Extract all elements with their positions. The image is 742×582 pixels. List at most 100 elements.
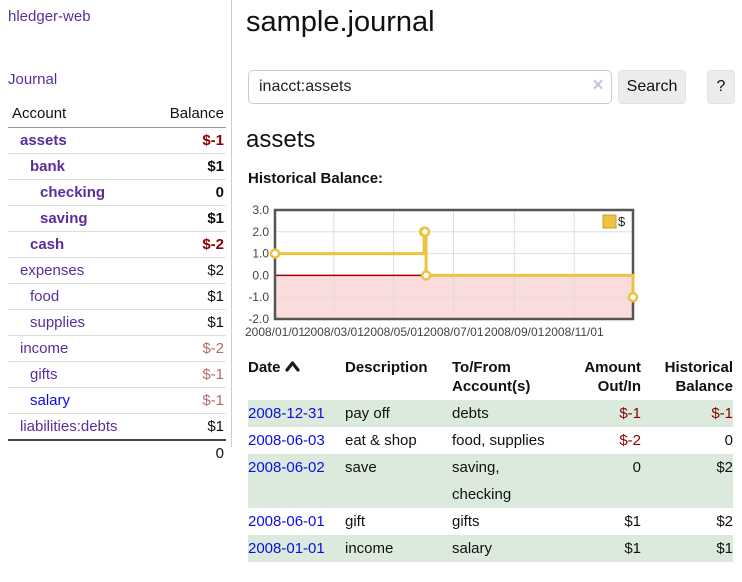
account-row: income $-2 xyxy=(8,335,226,362)
transaction-description: eat & shop xyxy=(345,432,417,449)
account-row: food $1 xyxy=(8,283,226,310)
transaction-description: pay off xyxy=(345,405,390,422)
transaction-accounts: food, supplies xyxy=(452,432,545,449)
account-balance: $-1 xyxy=(202,366,224,383)
account-balance: $-2 xyxy=(202,236,224,253)
y-axis-tick-label: 2.0 xyxy=(252,225,269,239)
register-table: Date Description To/From Account(s) Amount Ou… xyxy=(248,358,733,562)
account-link-bank[interactable]: bank xyxy=(30,158,66,175)
transaction-description: gift xyxy=(345,513,366,530)
account-link-cash[interactable]: cash xyxy=(30,236,65,253)
account-row: assets $-1 xyxy=(8,128,226,154)
account-balance: $-2 xyxy=(202,340,224,357)
account-row: salary $-1 xyxy=(8,387,226,414)
account-row: cash $-2 xyxy=(8,231,226,258)
transaction-balance: $-1 xyxy=(711,405,733,422)
transaction-accounts: salary xyxy=(452,540,493,557)
account-row: bank $1 xyxy=(8,153,226,180)
y-axis-tick-label: -1.0 xyxy=(248,290,269,304)
accounts-table: Account Balance assets $-1 bank $1 checking 0… xyxy=(8,101,226,466)
x-axis-tick-label: 2008/03/01 xyxy=(304,325,364,339)
y-axis-tick-label: 3.0 xyxy=(252,203,269,217)
transaction-balance: $2 xyxy=(716,459,733,476)
account-link-assets[interactable]: assets xyxy=(20,132,67,149)
x-axis-tick-label: 2008/09/01 xyxy=(484,325,544,339)
account-link-liabilities-debts[interactable]: liabilities:debts xyxy=(20,418,118,435)
account-balance: $2 xyxy=(207,262,224,279)
transaction-balance: $1 xyxy=(716,540,733,557)
transaction-date-link[interactable]: 2008-06-02 xyxy=(248,459,325,476)
search-input[interactable] xyxy=(248,70,612,104)
account-link-income[interactable]: income xyxy=(20,340,69,357)
account-balance: $1 xyxy=(207,158,224,175)
transaction-amount: $-1 xyxy=(619,405,641,422)
chart-canvas: $3.0 2.0 1.0 0.0 -1.0 -2.02008/01/012008/03/0… xyxy=(245,203,639,339)
sidebar-item-journal[interactable]: Journal xyxy=(8,71,58,88)
help-button[interactable]: ? xyxy=(707,70,735,104)
sort-ascending-icon xyxy=(284,361,300,372)
accounts-header-balance: Balance xyxy=(148,101,226,128)
x-axis-tick-label: 2008/11/01 xyxy=(545,325,604,339)
transaction-amount: 0 xyxy=(632,459,641,476)
page-title: sample.journal xyxy=(246,6,435,38)
transaction-amount: $-2 xyxy=(619,432,641,449)
account-row: checking 0 xyxy=(8,179,226,206)
register-header-amount: Amount Out/In xyxy=(584,359,641,395)
register-row: 2008-06-03 eat & shop food, supplies $-2 0 xyxy=(248,427,733,454)
transaction-description: income xyxy=(345,540,394,557)
legend-swatch xyxy=(602,214,617,229)
accounts-total-row: 0 xyxy=(8,439,226,466)
brand-link[interactable]: hledger-web xyxy=(8,8,91,25)
transaction-date-link[interactable]: 2008-06-01 xyxy=(248,513,325,530)
account-balance: $1 xyxy=(207,418,224,435)
account-balance: $1 xyxy=(207,314,224,331)
account-row: supplies $1 xyxy=(8,309,226,336)
account-balance: 0 xyxy=(215,184,224,201)
sidebar: hledger-web Journal Account Balance asse… xyxy=(0,0,232,466)
register-row: 2008-01-01 income salary $1 $1 xyxy=(248,535,733,562)
account-link-food[interactable]: food xyxy=(30,288,60,305)
account-balance: $1 xyxy=(207,210,224,227)
register-row: 2008-06-01 gift gifts $1 $2 xyxy=(248,508,733,535)
account-balance: $-1 xyxy=(202,392,224,409)
account-link-supplies[interactable]: supplies xyxy=(30,314,86,331)
transaction-amount: $1 xyxy=(624,540,641,557)
register-header-historical: Historical Balance xyxy=(664,359,733,395)
register-header-tofrom: To/From Account(s) xyxy=(452,359,531,395)
account-link-gifts[interactable]: gifts xyxy=(30,366,58,383)
x-axis-tick-label: 2008/01/01 xyxy=(245,325,305,339)
account-link-salary[interactable]: salary xyxy=(30,392,71,409)
chart-title: Historical Balance: xyxy=(248,170,384,187)
account-heading: assets xyxy=(246,126,316,153)
account-row: liabilities:debts $1 xyxy=(8,413,226,441)
y-axis-tick-label: 0.0 xyxy=(252,268,269,282)
search-button[interactable]: Search xyxy=(618,70,686,104)
y-axis-tick-label: -2.0 xyxy=(248,312,269,326)
account-balance: $-1 xyxy=(202,132,224,149)
legend-label: $ xyxy=(618,214,626,229)
x-axis-tick-label: 2008/05/01 xyxy=(364,325,424,339)
account-link-saving[interactable]: saving xyxy=(40,210,88,227)
transaction-date-link[interactable]: 2008-06-03 xyxy=(248,432,325,449)
transaction-description: save xyxy=(345,459,377,476)
account-link-expenses[interactable]: expenses xyxy=(20,262,85,279)
transaction-accounts: gifts xyxy=(452,513,480,530)
register-header-date[interactable]: Date xyxy=(248,358,345,400)
transaction-date-link[interactable]: 2008-01-01 xyxy=(248,540,325,557)
transaction-accounts: saving, checking xyxy=(452,459,512,503)
transaction-balance: 0 xyxy=(724,432,733,449)
account-link-checking[interactable]: checking xyxy=(40,184,106,201)
transaction-balance: $2 xyxy=(716,513,733,530)
accounts-header-row: Account Balance xyxy=(8,101,226,128)
transaction-date-link[interactable]: 2008-12-31 xyxy=(248,405,325,422)
account-row: expenses $2 xyxy=(8,257,226,284)
account-row: gifts $-1 xyxy=(8,361,226,388)
account-balance: $1 xyxy=(207,288,224,305)
accounts-total-value: 0 xyxy=(148,439,226,466)
register-header-description: Description xyxy=(345,359,428,376)
clear-search-icon[interactable]: × xyxy=(592,75,604,96)
register-row: 2008-12-31 pay off debts $-1 $-1 xyxy=(248,400,733,427)
account-row: saving $1 xyxy=(8,205,226,232)
x-axis-tick-label: 2008/07/01 xyxy=(423,325,483,339)
